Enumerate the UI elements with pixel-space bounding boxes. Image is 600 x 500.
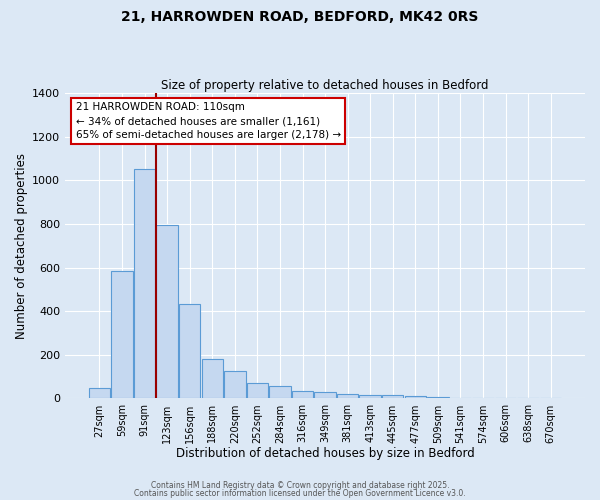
Title: Size of property relative to detached houses in Bedford: Size of property relative to detached ho… xyxy=(161,79,489,92)
Bar xyxy=(359,395,381,398)
Bar xyxy=(202,359,223,399)
Bar xyxy=(134,170,155,398)
Text: 21 HARROWDEN ROAD: 110sqm
← 34% of detached houses are smaller (1,161)
65% of se: 21 HARROWDEN ROAD: 110sqm ← 34% of detac… xyxy=(76,102,341,141)
Bar xyxy=(179,304,200,398)
Bar xyxy=(314,392,336,398)
Bar xyxy=(224,371,245,398)
Bar xyxy=(404,396,426,398)
Text: Contains public sector information licensed under the Open Government Licence v3: Contains public sector information licen… xyxy=(134,488,466,498)
Bar xyxy=(247,383,268,398)
X-axis label: Distribution of detached houses by size in Bedford: Distribution of detached houses by size … xyxy=(176,447,475,460)
Y-axis label: Number of detached properties: Number of detached properties xyxy=(15,153,28,339)
Bar xyxy=(89,388,110,398)
Text: 21, HARROWDEN ROAD, BEDFORD, MK42 0RS: 21, HARROWDEN ROAD, BEDFORD, MK42 0RS xyxy=(121,10,479,24)
Bar xyxy=(292,391,313,398)
Bar xyxy=(337,394,358,398)
Bar xyxy=(269,386,290,398)
Bar xyxy=(382,395,403,398)
Bar xyxy=(112,271,133,398)
Text: Contains HM Land Registry data © Crown copyright and database right 2025.: Contains HM Land Registry data © Crown c… xyxy=(151,481,449,490)
Bar xyxy=(157,225,178,398)
